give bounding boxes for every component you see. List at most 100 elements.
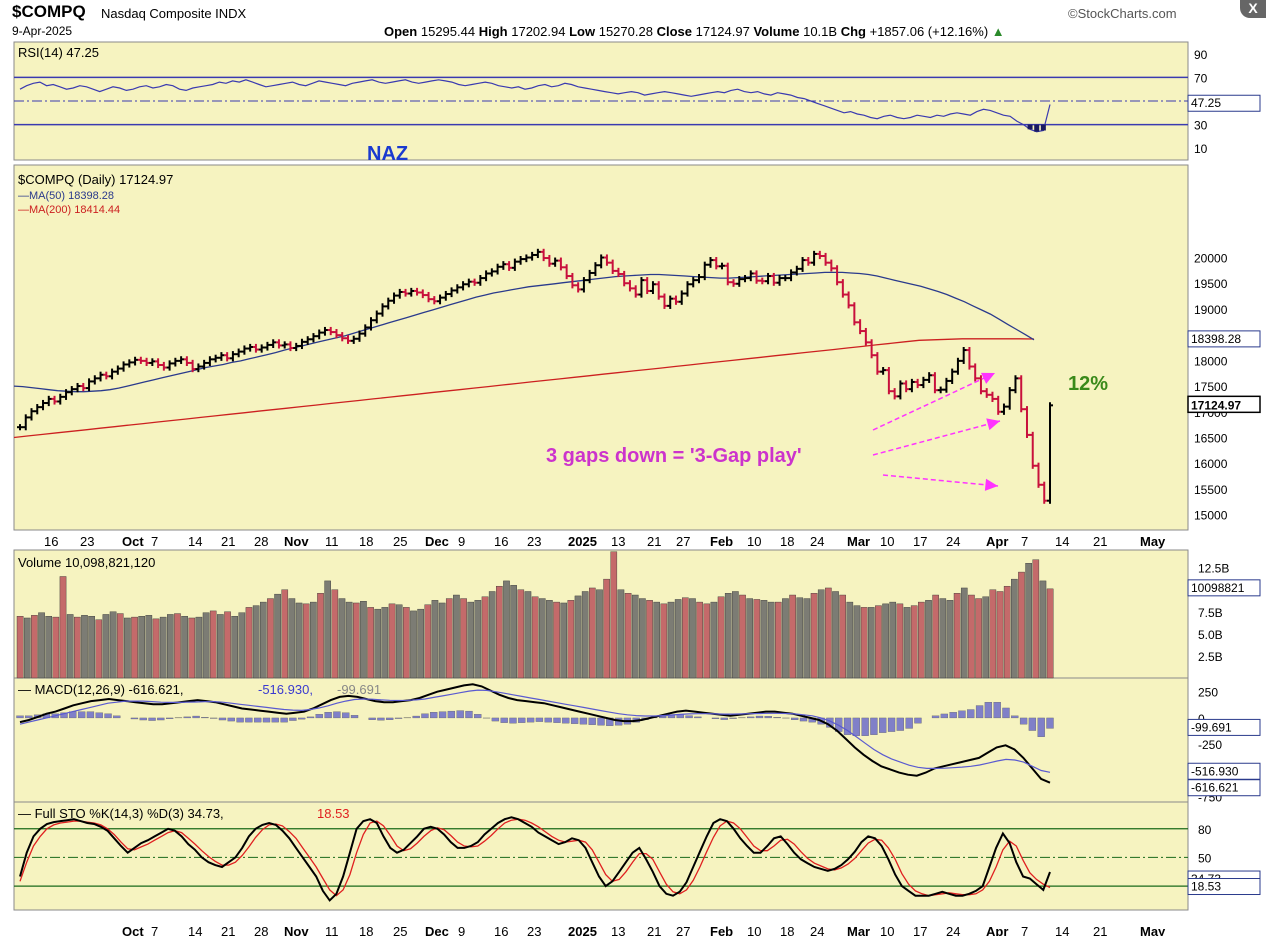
ohlc-bar	[511, 258, 518, 271]
volume-bar	[331, 589, 339, 679]
gap-arrow-line	[872, 372, 996, 431]
ohlc-bar	[379, 303, 386, 317]
volume-bar	[896, 603, 904, 679]
volume-bar	[746, 598, 753, 679]
volume-bar	[653, 601, 660, 679]
ohlc-bar	[316, 329, 323, 340]
ohlc-bar	[321, 326, 328, 336]
macd-hist-last-value: -99.691	[1191, 720, 1232, 734]
macd-histogram-bar	[711, 717, 720, 719]
price-x-tick-label: 9	[458, 534, 465, 549]
macd-histogram-bar	[791, 717, 799, 720]
ohlc-bar	[298, 338, 305, 350]
price-x-tick-label: 21	[647, 534, 661, 549]
ohlc-bar	[57, 393, 64, 405]
ohlc-bar	[592, 262, 599, 277]
volume-bar	[238, 612, 246, 679]
sto-x-tick-label: 9	[458, 924, 465, 936]
sto-k-line	[19, 816, 1051, 902]
ohlc-bar	[626, 280, 633, 292]
volume-bar	[224, 611, 231, 679]
sto-x-tick-label: 21	[647, 924, 661, 936]
ohlc-bar	[759, 277, 766, 285]
macd-histogram-bar	[210, 717, 218, 719]
volume-bar	[424, 604, 432, 679]
volume-bar	[703, 603, 711, 679]
volume-last-value-box	[1187, 579, 1261, 597]
ohlc-bar	[442, 290, 449, 301]
volume-bar	[388, 603, 396, 679]
volume-bar	[517, 589, 525, 679]
volume-bar	[825, 587, 832, 679]
ohlc-bar	[45, 395, 52, 407]
ohlc-bar	[454, 284, 461, 294]
sto-x-tick-label: 18	[359, 924, 373, 936]
sto-x-tick-label: 28	[254, 924, 268, 936]
low-value: 15270.28	[598, 24, 653, 39]
volume-bar	[760, 600, 768, 679]
price-x-tick-label: 2025	[568, 534, 597, 549]
volume-bar	[732, 591, 739, 679]
ohlc-bar	[22, 414, 29, 431]
volume-bar	[467, 601, 475, 679]
volume-bar	[488, 591, 496, 679]
volume-bar	[503, 580, 510, 679]
volume-bar	[803, 598, 811, 679]
ohlc-bar	[580, 277, 587, 293]
price-x-tick-label: 18	[359, 534, 373, 549]
macd-histogram-bar	[949, 712, 957, 719]
volume-bar	[338, 598, 346, 679]
price-x-tick-label: 27	[676, 534, 690, 549]
sto-x-tick-label: Dec	[425, 924, 449, 936]
naz-annotation: NAZ	[367, 143, 408, 165]
volume-bar	[374, 608, 382, 679]
ohlc-bar	[206, 356, 213, 367]
ohlc-bar	[552, 257, 559, 267]
ohlc-bar	[488, 268, 495, 277]
macd-histogram-bar	[694, 716, 702, 719]
macd-histogram-bar	[1037, 717, 1045, 737]
volume-bar	[431, 600, 439, 679]
rsi-tick-label: 10	[1194, 142, 1208, 156]
ohlc-bar	[506, 261, 513, 271]
macd-histogram-bar	[1019, 717, 1028, 725]
ohlc-bar	[954, 357, 961, 375]
ohlc-bar	[425, 291, 432, 303]
volume-bar	[81, 615, 88, 679]
price-x-tick-label: 25	[393, 534, 407, 549]
volume-tick-label: 7.5B	[1198, 606, 1223, 620]
macd-histogram-bar	[562, 717, 570, 724]
sto-x-tick-label: 21	[1093, 924, 1107, 936]
macd-histogram-bar	[368, 717, 376, 720]
macd-histogram-bar	[465, 710, 473, 719]
rsi-last-value: 47.25	[1191, 96, 1221, 110]
volume-bar	[789, 594, 796, 679]
volume-bar	[352, 602, 360, 679]
sto-d-line	[19, 818, 1051, 897]
macd-histogram-bar	[201, 717, 209, 719]
ohlc-bar	[586, 269, 593, 284]
macd-line	[19, 683, 1051, 784]
volume-bar	[231, 616, 238, 679]
sto-x-tick-label: 23	[527, 924, 541, 936]
close-button[interactable]: X	[1240, 0, 1266, 18]
ohlc-bar	[943, 377, 950, 393]
ohlc-bar	[730, 279, 737, 287]
macd-histogram-bar	[333, 711, 341, 719]
sto-x-tick-label: 14	[1055, 924, 1069, 936]
price-legend: $COMPQ (Daily) 17124.97	[18, 172, 173, 187]
ohlc-bar	[684, 281, 691, 297]
pct-annotation: 12%	[1068, 373, 1108, 395]
up-arrow-icon: ▲	[991, 24, 1005, 39]
gap-annotation: 3 gaps down = '3-Gap play'	[546, 445, 802, 467]
ohlc-bar	[483, 270, 490, 282]
ohlc-bar	[419, 289, 426, 299]
macd-histogram-bar	[1028, 717, 1037, 731]
volume-bar	[1018, 571, 1025, 679]
volume-bar	[560, 602, 568, 679]
ohlc-bar	[333, 328, 340, 339]
ohlc-bar	[1018, 375, 1025, 413]
volume-bar	[682, 597, 689, 679]
volume-bar	[131, 616, 138, 679]
macd-histogram-bar	[245, 717, 253, 723]
